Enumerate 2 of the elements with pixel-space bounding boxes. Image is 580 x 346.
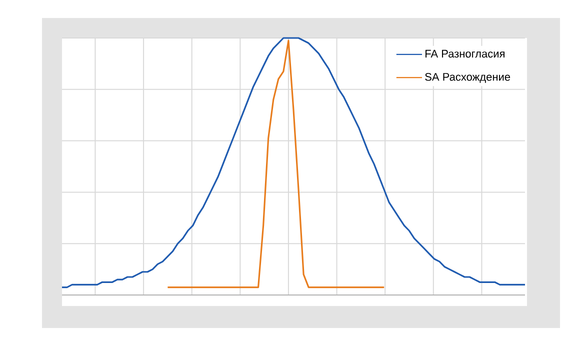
- legend-label: SA Расхождение: [425, 72, 510, 83]
- legend-label: FA Разногласия: [426, 50, 504, 58]
